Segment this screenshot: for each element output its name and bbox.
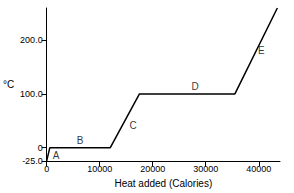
svg-text:-25.0: -25.0 xyxy=(22,156,43,166)
svg-text:10000: 10000 xyxy=(87,164,112,174)
svg-text:Heat added (Calories): Heat added (Calories) xyxy=(114,178,212,189)
svg-text:B: B xyxy=(77,135,84,146)
svg-text:0: 0 xyxy=(44,164,49,174)
svg-text:40000: 40000 xyxy=(246,164,271,174)
svg-text:20000: 20000 xyxy=(140,164,165,174)
svg-text:D: D xyxy=(192,81,199,92)
svg-text:0: 0 xyxy=(38,143,43,153)
svg-text:100.0: 100.0 xyxy=(20,89,43,99)
svg-text:E: E xyxy=(258,45,265,56)
svg-text:C: C xyxy=(129,120,136,131)
svg-text:A: A xyxy=(53,150,60,161)
svg-text:200.0: 200.0 xyxy=(20,35,43,45)
svg-text:30000: 30000 xyxy=(193,164,218,174)
svg-text:°C: °C xyxy=(3,79,14,90)
